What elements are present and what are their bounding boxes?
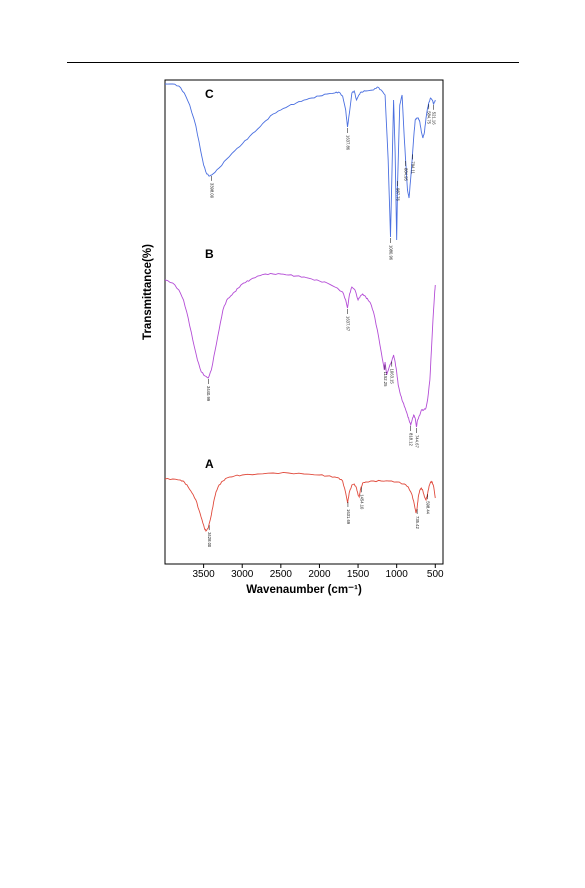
peak-label: 1631.69 bbox=[346, 509, 351, 525]
x-tick-label: 3000 bbox=[231, 569, 254, 580]
peak-label: 3398.00 bbox=[209, 183, 214, 199]
peak-label: 3440.99 bbox=[206, 386, 211, 402]
peak-label: 598.44 bbox=[426, 501, 431, 514]
series-label-B: B bbox=[205, 247, 214, 261]
series-label-C: C bbox=[205, 87, 214, 101]
x-tick-label: 2500 bbox=[270, 569, 293, 580]
x-tick-label: 2000 bbox=[308, 569, 331, 580]
peak-label: 884.95 bbox=[404, 168, 409, 181]
peak-label: 794.11 bbox=[410, 161, 415, 174]
x-tick-label: 3500 bbox=[192, 569, 215, 580]
x-axis-ticks: 3500 3000 2500 2000 1500 1000 500 bbox=[192, 564, 444, 580]
peak-label: 1637.67 bbox=[345, 316, 350, 332]
peak-label: 3428.00 bbox=[207, 532, 212, 548]
peak-label: 1152.25 bbox=[383, 372, 388, 387]
panel-labels: C B A bbox=[205, 87, 214, 471]
peak-label: 521.16 bbox=[432, 112, 437, 125]
peak-label: 1063.15 bbox=[390, 369, 395, 385]
peak-label: 987.76 bbox=[396, 188, 401, 201]
x-axis-title: Wavenaumber (cm⁻¹) bbox=[246, 584, 362, 596]
peak-label: 1637.86 bbox=[345, 135, 350, 151]
series-line-A bbox=[164, 471, 436, 532]
peak-label: 818.12 bbox=[409, 433, 414, 446]
x-tick-label: 1500 bbox=[347, 569, 370, 580]
x-tick-label: 500 bbox=[427, 569, 444, 580]
x-tick-label: 1000 bbox=[386, 569, 409, 580]
peak-label: 744.67 bbox=[414, 435, 419, 448]
peak-label: 584.75 bbox=[427, 111, 432, 124]
plot-frame bbox=[164, 79, 444, 565]
series-line-B bbox=[164, 272, 436, 428]
series-layer bbox=[164, 83, 436, 532]
peak-label: 735.42 bbox=[415, 516, 420, 529]
series-label-A: A bbox=[205, 457, 214, 471]
page-header-rule bbox=[67, 62, 519, 63]
y-axis-title: Transmittance(%) bbox=[142, 244, 154, 340]
peak-label: 1080.96 bbox=[388, 245, 393, 261]
series-line-C bbox=[164, 83, 436, 241]
peak-label: 1454.10 bbox=[360, 494, 365, 510]
